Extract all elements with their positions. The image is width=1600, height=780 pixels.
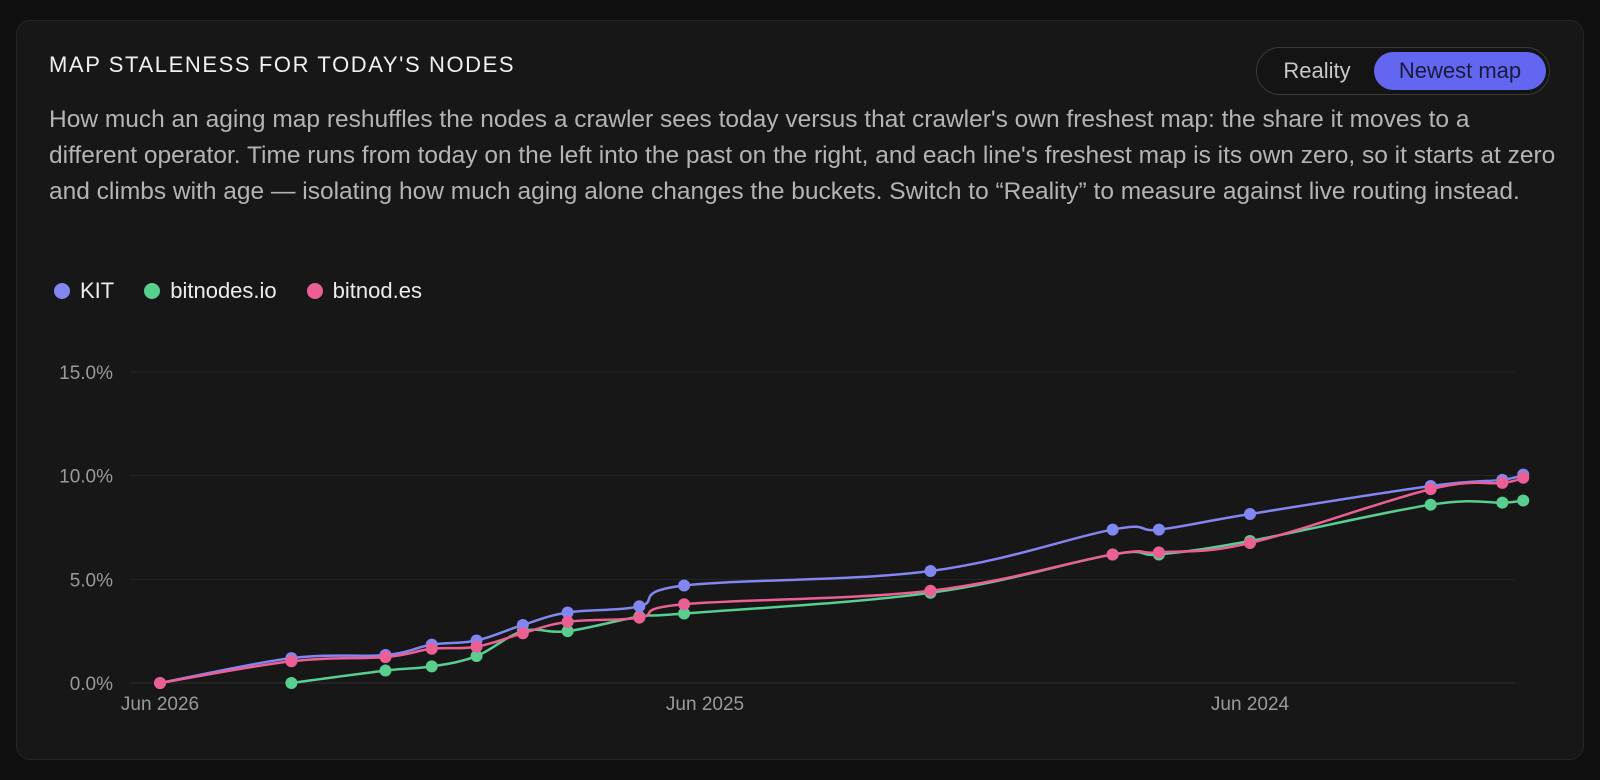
series-line-kit [159, 473, 1524, 685]
series-line-bitnodes-io [291, 499, 1524, 685]
data-point-kit[interactable] [633, 600, 646, 613]
data-point-kit[interactable] [1152, 523, 1165, 536]
y-tick-label: 5.0% [70, 570, 113, 591]
data-point-bitnodes-io[interactable] [561, 625, 574, 638]
reality-toggle-button[interactable]: Reality [1283, 58, 1351, 83]
y-tick-label: 15.0% [59, 363, 113, 384]
data-point-kit[interactable] [924, 565, 937, 578]
data-point-bitnod-es[interactable] [633, 611, 646, 624]
series-line-bitnod-es [159, 476, 1524, 685]
data-point-bitnod-es[interactable] [1244, 537, 1256, 550]
data-point-bitnodes-io[interactable] [379, 664, 392, 677]
data-point-bitnod-es[interactable] [154, 677, 166, 689]
legend-label-bitnod-es: bitnod.es [332, 278, 422, 303]
data-point-bitnodes-io[interactable] [425, 660, 438, 673]
data-point-bitnod-es[interactable] [1517, 471, 1530, 484]
y-tick-label: 0.0% [70, 674, 113, 695]
legend-item-bitnod-es[interactable]: bitnod.es [306, 278, 422, 304]
data-point-kit[interactable] [1244, 508, 1256, 521]
legend-swatch-bitnod-es [306, 283, 323, 299]
series-kit [154, 468, 1530, 689]
chart-legend: KIT bitnodes.io bitnod.es [54, 276, 452, 306]
series-layer [154, 468, 1530, 689]
data-point-bitnod-es[interactable] [470, 640, 483, 653]
newest-map-toggle-button[interactable]: Newest map [1374, 52, 1546, 90]
data-point-kit[interactable] [561, 606, 574, 619]
legend-label-kit: KIT [80, 278, 115, 303]
data-point-bitnod-es[interactable] [379, 651, 392, 664]
series-bitnod-es [154, 471, 1530, 689]
data-point-bitnodes-io[interactable] [678, 607, 691, 620]
legend-swatch-kit [54, 283, 70, 299]
data-point-bitnodes-io[interactable] [285, 677, 298, 689]
chart-description: How much an aging map reshuffles the nod… [49, 106, 1556, 205]
data-point-bitnod-es[interactable] [516, 627, 529, 640]
x-tick-label: Jun 2025 [666, 694, 744, 715]
data-point-bitnod-es[interactable] [1152, 546, 1165, 559]
legend-item-kit[interactable]: KIT [54, 278, 114, 304]
data-point-bitnod-es[interactable] [924, 584, 937, 597]
x-tick-label: Jun 2026 [121, 694, 199, 715]
chart-title: MAP STALENESS FOR TODAY'S NODES [49, 52, 516, 77]
legend-swatch-bitnodes-io [144, 283, 161, 299]
data-point-bitnod-es[interactable] [561, 615, 574, 628]
data-point-kit[interactable] [516, 618, 529, 631]
data-point-bitnod-es[interactable] [678, 598, 691, 611]
data-point-bitnodes-io[interactable] [1517, 494, 1530, 507]
view-toggle: Reality Newest map [1256, 47, 1550, 95]
chart-card [16, 20, 1584, 760]
y-tick-label: 10.0% [59, 467, 113, 488]
legend-item-bitnodes-io[interactable]: bitnodes.io [144, 278, 277, 304]
data-point-bitnod-es[interactable] [1496, 476, 1509, 489]
data-point-bitnod-es[interactable] [425, 642, 438, 655]
data-point-kit[interactable] [1106, 523, 1119, 536]
data-point-kit[interactable] [678, 579, 691, 592]
x-tick-label: Jun 2024 [1211, 694, 1290, 715]
legend-label-bitnodes-io: bitnodes.io [170, 278, 277, 303]
data-point-bitnod-es[interactable] [1106, 548, 1119, 561]
axis-layer: 0.0% 5.0% 10.0% 15.0% Jun 2026 Jun 2025 Jun 20… [59, 363, 1289, 715]
data-point-bitnodes-io[interactable] [470, 650, 483, 663]
data-point-bitnod-es[interactable] [1424, 483, 1437, 496]
data-point-bitnod-es[interactable] [285, 655, 298, 668]
data-point-bitnodes-io[interactable] [1496, 496, 1509, 509]
data-point-bitnodes-io[interactable] [1424, 498, 1437, 511]
